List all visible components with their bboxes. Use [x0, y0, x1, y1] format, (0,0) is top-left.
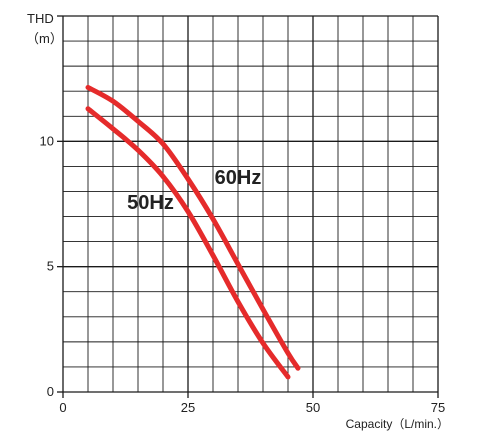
y-tick-label: 0 — [47, 384, 54, 399]
x-tick-label: 75 — [431, 400, 445, 415]
y-tick-label: 10 — [40, 133, 54, 148]
curves — [85, 84, 301, 380]
x-axis-title: Capacity（L/min.） — [346, 417, 449, 431]
annotation-60hz: 60Hz — [215, 167, 262, 189]
x-tick-label: 0 — [59, 400, 66, 415]
y-axis-title: THD — [27, 11, 54, 26]
curve-60hz — [85, 84, 301, 371]
x-tick-label: 50 — [306, 400, 320, 415]
grid — [57, 15, 439, 398]
y-tick-label: 5 — [47, 259, 54, 274]
curve-50hz — [85, 106, 291, 380]
annotation-50hz: 50Hz — [127, 192, 174, 214]
y-axis-unit: （m） — [26, 31, 63, 46]
tick-labels: 0 25 50 75 0 5 10 — [40, 133, 446, 415]
x-tick-label: 25 — [181, 400, 195, 415]
